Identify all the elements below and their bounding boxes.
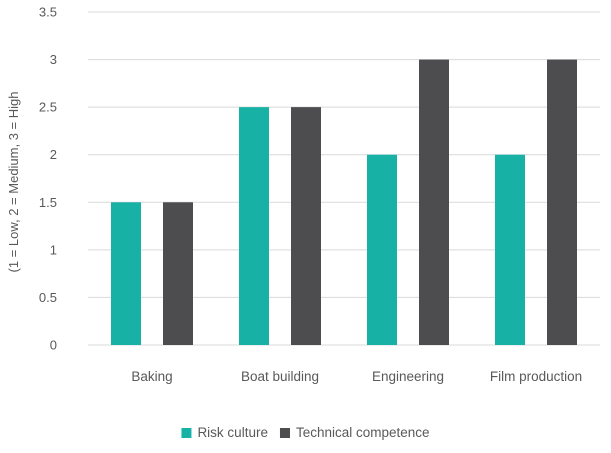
legend-swatch (279, 428, 290, 438)
legend-item-technical-competence: Technical competence (279, 425, 430, 440)
x-category-label: Engineering (372, 369, 444, 384)
legend-label: Risk culture (197, 425, 268, 440)
bar-risk-culture-boat-building (239, 107, 269, 346)
y-tick-label: 3.5 (39, 5, 57, 20)
bar-risk-culture-film-production (495, 154, 525, 345)
bar-technical-competence-baking (163, 202, 193, 345)
y-tick-label: 1 (50, 242, 57, 257)
y-tick-label: 3 (50, 52, 57, 67)
y-tick-label: 0.5 (39, 290, 57, 305)
y-tick-label: 2.5 (39, 100, 57, 115)
legend-label: Technical competence (296, 425, 430, 440)
bar-technical-competence-boat-building (291, 107, 321, 346)
legend-swatch (181, 428, 192, 438)
bar-technical-competence-engineering (419, 59, 449, 345)
bar-risk-culture-baking (111, 202, 141, 345)
x-category-label: Film production (490, 369, 582, 384)
x-axis-categories: Baking Boat building Engineering Film produ… (131, 369, 582, 384)
y-tick-label: 0 (50, 338, 57, 353)
y-tick-label: 1.5 (39, 195, 57, 210)
y-axis-title: (1 = Low, 2 = Medium, 3 = High (6, 91, 21, 272)
x-category-label: Boat building (241, 369, 319, 384)
legend-item-risk-culture: Risk culture (181, 425, 268, 440)
y-tick-label: 2 (50, 147, 57, 162)
bars (111, 59, 577, 346)
x-category-label: Baking (131, 369, 172, 384)
bar-technical-competence-film-production (547, 59, 577, 345)
y-axis-ticks: 0 0.5 1 1.5 2 2.5 3 3.5 (39, 5, 57, 353)
legend: Risk culture Technical competence (181, 425, 430, 440)
bar-risk-culture-engineering (367, 154, 397, 345)
